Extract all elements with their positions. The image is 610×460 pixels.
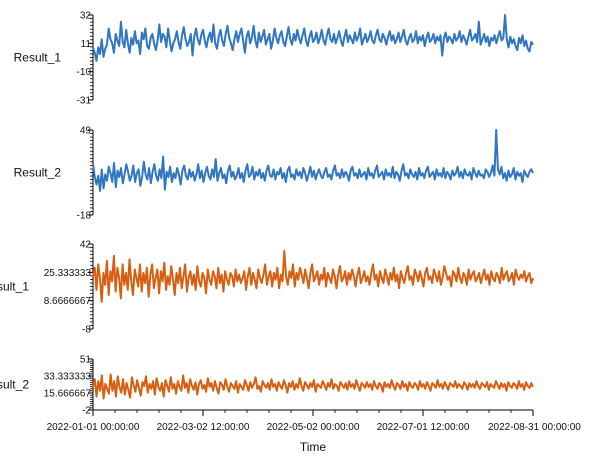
panel-1: 32 11 -10 -31 Result_1 — [14, 11, 534, 107]
series-line — [92, 14, 534, 62]
series-line — [92, 249, 534, 303]
y-tick-label: -31 — [77, 96, 92, 107]
series-line — [92, 373, 534, 400]
y-tick-label: -18 — [77, 211, 92, 222]
y-tick-label: -8 — [82, 325, 91, 336]
x-tick-label: 2022-03-02 12:00:00 — [157, 422, 250, 433]
panel-label: Result_1 — [0, 280, 29, 294]
x-tick-label: 2022-01-01 00:00:00 — [47, 422, 140, 433]
x-tick-label: 2022-07-01 12:00:00 — [377, 422, 470, 433]
y-tick-label: 42 — [80, 240, 92, 251]
panel-label: Result_1 — [14, 51, 62, 65]
panel-4: 51 33.333333 15.666667 -2 Result_2 — [0, 355, 534, 417]
y-tick-label: 8.6666667 — [44, 296, 92, 307]
panel-label: Result_2 — [0, 378, 29, 392]
y-tick-label: 25.333333 — [44, 268, 92, 279]
x-tick-label: 2022-08-31 00:00:00 — [488, 422, 581, 433]
series-line — [92, 129, 534, 192]
chart-panels: 32 11 -10 -31 Result_1 49 -18 Result_2 42 25.3333… — [0, 11, 534, 417]
panel-2: 49 -18 Result_2 — [14, 126, 534, 222]
x-axis: 2022-01-01 00:00:00 2022-03-02 12:00:00 20… — [47, 409, 581, 433]
y-tick-label: 32 — [80, 11, 92, 22]
y-tick-label: 33.333333 — [44, 372, 92, 383]
panel-3: 42 25.333333 8.6666667 -8 Result_1 — [0, 240, 534, 336]
y-tick-label: -2 — [82, 406, 91, 417]
y-tick-label: 15.666667 — [44, 389, 92, 400]
x-tick-label: 2022-05-02 00:00:00 — [267, 422, 360, 433]
x-axis-title: Time — [300, 440, 327, 454]
panel-label: Result_2 — [14, 166, 62, 180]
y-tick-label: 11 — [81, 39, 92, 50]
y-tick-label: 51 — [80, 355, 92, 366]
y-tick-label: 49 — [80, 126, 92, 137]
y-tick-label: -10 — [77, 67, 92, 78]
